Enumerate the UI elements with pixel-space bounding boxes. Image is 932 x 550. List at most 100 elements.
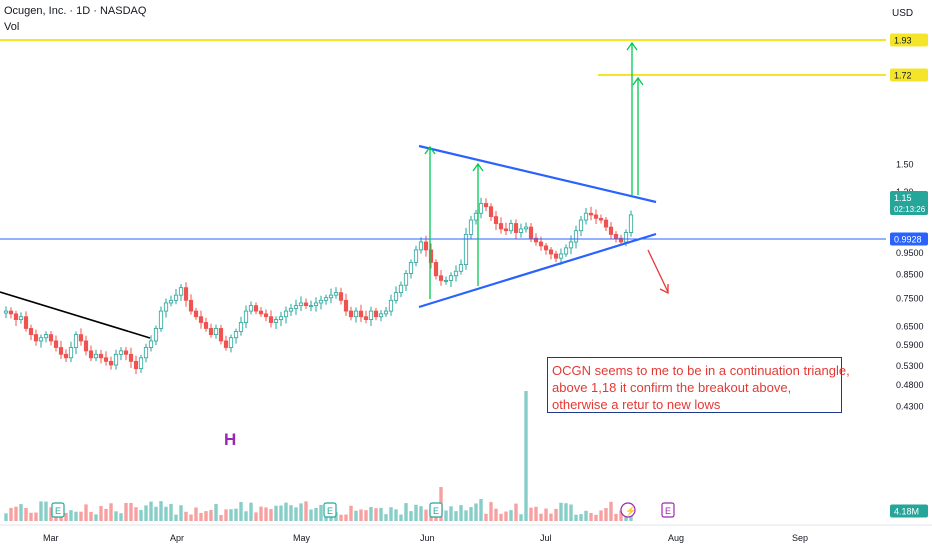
volume-bar bbox=[194, 507, 198, 521]
candle-body bbox=[418, 241, 424, 251]
volume-bar bbox=[359, 509, 363, 521]
volume-bar bbox=[514, 503, 518, 521]
candle-body bbox=[183, 287, 189, 301]
volume-bar bbox=[144, 505, 148, 521]
volume-bar bbox=[389, 507, 393, 521]
candle-body bbox=[68, 347, 74, 359]
price-badge-label: 0.9928 bbox=[894, 235, 922, 245]
candle-body bbox=[598, 217, 604, 221]
event-markers[interactable]: E E E ⚡ E bbox=[51, 502, 675, 518]
candle-body bbox=[483, 203, 489, 208]
candle-body bbox=[228, 337, 234, 348]
candle-body bbox=[318, 299, 324, 304]
candle-body bbox=[153, 328, 159, 342]
volume-bar bbox=[134, 507, 138, 521]
earnings-event-icon bbox=[429, 502, 443, 518]
candle-body bbox=[553, 253, 559, 259]
price-axis[interactable]: 1.501.300.95000.85000.75000.65000.59000.… bbox=[886, 0, 932, 530]
volume-bar bbox=[24, 508, 28, 521]
volume-bar bbox=[469, 507, 473, 521]
volume-bar bbox=[124, 502, 128, 521]
candle-body bbox=[33, 334, 39, 342]
annotation-box[interactable]: OCGN seems to me to be in a continuation… bbox=[547, 357, 850, 413]
candle-body bbox=[48, 334, 54, 342]
candle-body bbox=[198, 316, 204, 323]
candle-body bbox=[568, 241, 574, 249]
time-axis[interactable]: Mar Apr May Jun Jul Aug Sep bbox=[0, 524, 932, 543]
volume-bar bbox=[264, 507, 268, 521]
volume-bar bbox=[384, 514, 388, 521]
candle-body bbox=[503, 228, 509, 232]
volume-bar bbox=[614, 513, 618, 521]
volume-bar bbox=[99, 505, 103, 521]
volume-bar bbox=[484, 513, 488, 521]
volume-bar bbox=[619, 510, 623, 521]
volume-bar bbox=[269, 509, 273, 521]
volume-bar bbox=[169, 503, 173, 521]
volume-bar bbox=[489, 502, 493, 521]
volume-bar bbox=[109, 503, 113, 521]
split-event-icon bbox=[620, 502, 636, 518]
volume-bar bbox=[424, 509, 428, 521]
candle-body bbox=[383, 310, 389, 315]
candle-body bbox=[248, 305, 254, 312]
candle-body bbox=[563, 247, 569, 255]
volume-bar bbox=[179, 505, 183, 521]
volume-indicator-label[interactable]: Vol bbox=[4, 21, 20, 33]
volume-bar bbox=[89, 511, 93, 521]
volume-bar bbox=[34, 512, 38, 521]
candle-body bbox=[38, 337, 44, 342]
candle-body bbox=[398, 284, 404, 294]
candle-body bbox=[313, 302, 319, 307]
volume-bar bbox=[509, 510, 513, 521]
volume-bar bbox=[219, 514, 223, 521]
candle-body bbox=[253, 305, 259, 312]
volume-bar bbox=[454, 511, 458, 521]
volume-bar bbox=[479, 499, 483, 521]
volume-bar bbox=[544, 508, 548, 521]
price-badge bbox=[890, 33, 928, 47]
volume-bar bbox=[189, 514, 193, 521]
candle-body bbox=[223, 340, 229, 348]
candle-body bbox=[28, 328, 34, 335]
candle-body bbox=[613, 234, 619, 239]
candle-body bbox=[53, 340, 59, 348]
candle-body bbox=[293, 305, 299, 309]
volume-bar bbox=[199, 512, 203, 521]
candle-body bbox=[623, 232, 629, 243]
volume-bar bbox=[164, 506, 168, 521]
volume-bar bbox=[39, 501, 43, 521]
volume-bar bbox=[64, 512, 68, 521]
candle-body bbox=[93, 353, 99, 359]
volume-bar bbox=[599, 510, 603, 521]
volume-bar bbox=[44, 501, 48, 521]
candle-body bbox=[63, 353, 69, 359]
volume-bar bbox=[339, 514, 343, 521]
volume-bar bbox=[379, 507, 383, 521]
volume-bar bbox=[314, 507, 318, 521]
measured-move-arrows bbox=[424, 41, 644, 299]
volume-bar bbox=[84, 504, 88, 521]
candle-body bbox=[463, 234, 469, 265]
annotation-line-1: OCGN seems to me to be in a continuation… bbox=[552, 363, 850, 378]
candle-body bbox=[73, 334, 79, 348]
volume-bar bbox=[209, 510, 213, 521]
candle-body bbox=[628, 214, 634, 233]
x-tick-label: Jun bbox=[420, 533, 435, 543]
volume-bar bbox=[9, 507, 13, 521]
currency-label[interactable]: USD bbox=[892, 8, 914, 19]
volume-bar bbox=[254, 512, 258, 521]
candles bbox=[3, 197, 634, 375]
volume-bar bbox=[584, 510, 588, 521]
candle-body bbox=[133, 360, 139, 370]
candle-body bbox=[558, 253, 564, 259]
candle-body bbox=[413, 249, 419, 263]
price-badge-label: 1.72 bbox=[894, 71, 912, 81]
volume-bar bbox=[564, 503, 568, 521]
volume-bar bbox=[239, 501, 243, 521]
volume-bar bbox=[414, 504, 418, 521]
candle-body bbox=[378, 313, 384, 318]
candle-body bbox=[388, 299, 394, 312]
event-label: E bbox=[433, 506, 439, 516]
